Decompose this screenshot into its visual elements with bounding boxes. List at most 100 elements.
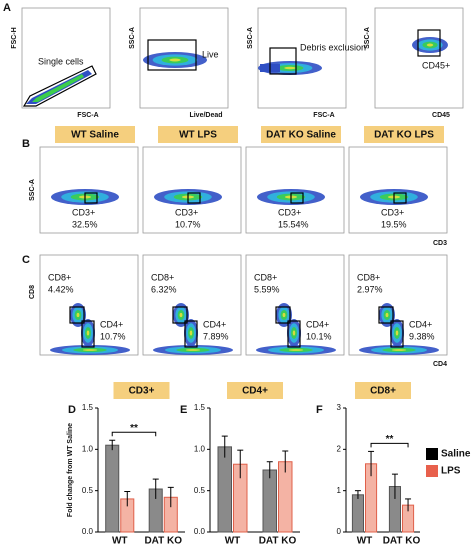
label: WT Saline <box>71 130 119 141</box>
label: 3 <box>337 403 342 412</box>
label: 0.0 <box>82 527 94 536</box>
label: CD8+ <box>254 272 277 282</box>
label: B <box>22 138 30 150</box>
gate <box>275 306 291 324</box>
label: 2.97% <box>357 284 383 294</box>
label: CD4+ <box>100 319 123 329</box>
label: DAT KO LPS <box>374 130 434 141</box>
label: CD3+ <box>72 207 95 217</box>
label: DAT KO <box>259 536 297 547</box>
label: 9.38% <box>409 331 435 341</box>
density <box>391 349 407 351</box>
label: 4.42% <box>48 284 74 294</box>
label: 0.5 <box>82 486 94 495</box>
bar <box>217 446 232 533</box>
label: SSC-A <box>29 179 36 201</box>
label: ** <box>386 434 394 445</box>
label: WT <box>112 536 128 547</box>
gate <box>187 192 201 204</box>
density <box>189 330 193 336</box>
density <box>32 74 84 102</box>
plot-frame <box>257 7 347 109</box>
label: 1.0 <box>194 444 206 453</box>
density <box>292 330 296 336</box>
plot-frame <box>21 7 111 109</box>
label: Fold change from WT Saline <box>67 423 74 517</box>
label: ** <box>130 423 138 434</box>
label: 0 <box>337 527 342 536</box>
label: 7.89% <box>203 331 229 341</box>
label: SSC-A <box>247 27 254 49</box>
label: 1 <box>337 486 342 495</box>
gate <box>184 320 198 348</box>
label: CD8+ <box>48 272 71 282</box>
label: CD3+ <box>175 207 198 217</box>
label: 10.7% <box>100 331 126 341</box>
label: Single cells <box>38 56 84 66</box>
label: 0.0 <box>194 527 206 536</box>
label: 0.5 <box>194 486 206 495</box>
label: F <box>316 404 323 416</box>
label: 10.1% <box>306 331 332 341</box>
group-header <box>158 126 238 143</box>
gate <box>69 306 85 324</box>
gate <box>84 192 98 204</box>
gate <box>22 65 97 107</box>
label: CD3+ <box>381 207 404 217</box>
gate <box>287 320 301 348</box>
label: 15.54% <box>278 219 309 229</box>
density <box>76 312 80 318</box>
label: CD45+ <box>422 60 450 70</box>
title-box <box>355 382 411 399</box>
label: WT <box>225 536 241 547</box>
group-header <box>364 126 444 143</box>
label: LPS <box>441 466 461 477</box>
legend-swatch <box>426 448 438 460</box>
density <box>385 312 389 318</box>
label: CD4+ <box>409 319 432 329</box>
density <box>282 312 286 318</box>
bar <box>262 469 277 533</box>
label: 1.0 <box>82 444 94 453</box>
label: CD8+ <box>357 272 380 282</box>
label: CD8+ <box>370 386 396 397</box>
label: A <box>3 2 11 14</box>
label: 1.5 <box>194 403 206 412</box>
density <box>82 349 98 351</box>
significance-bracket <box>370 442 409 448</box>
label: CD3+ <box>278 207 301 217</box>
gate <box>172 306 188 324</box>
label: CD3 <box>433 240 447 247</box>
title-box <box>113 382 170 399</box>
density <box>169 58 181 62</box>
label: 1.5 <box>82 403 94 412</box>
label: SSC-A <box>364 27 371 49</box>
density <box>395 330 399 336</box>
density <box>185 349 201 351</box>
label: CD3+ <box>129 386 155 397</box>
gate <box>81 320 95 348</box>
label: D <box>68 404 76 416</box>
density <box>288 349 304 351</box>
title-box <box>227 382 283 399</box>
label: DAT KO <box>144 536 182 547</box>
legend-swatch <box>426 465 438 477</box>
bar <box>105 444 120 533</box>
label: SSC-A <box>129 27 136 49</box>
label: CD4+ <box>203 319 226 329</box>
gate <box>390 320 404 348</box>
label: 19.5% <box>381 219 407 229</box>
bar <box>351 494 364 533</box>
label: Live <box>202 49 219 59</box>
density <box>179 312 183 318</box>
label: CD8+ <box>151 272 174 282</box>
label: DAT KO <box>383 536 421 547</box>
gate <box>147 39 197 71</box>
density <box>284 66 296 70</box>
label: 6.32% <box>151 284 177 294</box>
gate <box>269 47 297 75</box>
label: 5.59% <box>254 284 280 294</box>
label: FSC-A <box>77 112 98 119</box>
plot-frame <box>374 7 464 109</box>
